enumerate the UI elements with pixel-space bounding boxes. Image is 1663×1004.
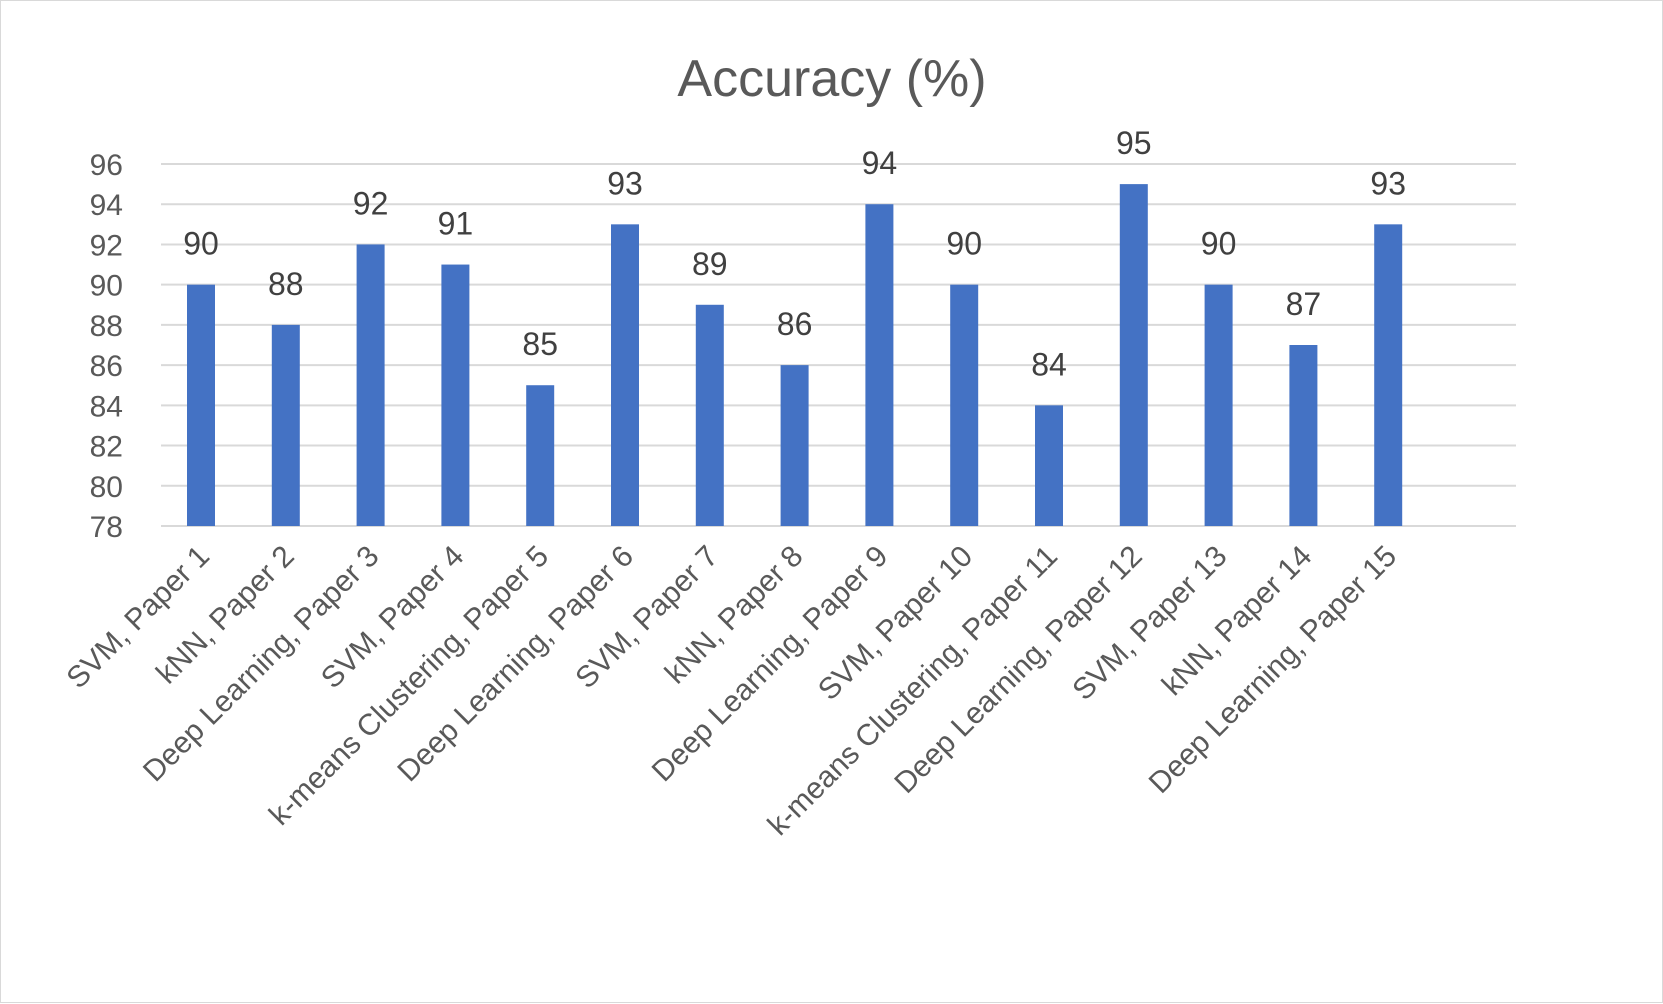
- bar: [526, 385, 555, 526]
- data-label: 90: [183, 226, 219, 262]
- data-label: 93: [1370, 165, 1406, 201]
- x-tick-label: SVM, Paper 10: [812, 540, 979, 707]
- data-label: 89: [692, 246, 728, 282]
- y-tick-label: 84: [90, 390, 123, 423]
- data-label: 87: [1286, 286, 1322, 322]
- chart-title: Accuracy (%): [677, 50, 986, 108]
- data-label: 95: [1116, 125, 1152, 161]
- bar: [780, 365, 809, 526]
- data-label: 90: [946, 226, 982, 262]
- data-label: 94: [862, 145, 898, 181]
- bar: [187, 284, 215, 526]
- x-tick-label: SVM, Paper 13: [1066, 540, 1233, 707]
- bar: [1035, 405, 1063, 526]
- y-tick-label: 90: [90, 270, 123, 303]
- gridlines: [161, 163, 1516, 527]
- bar: [611, 224, 639, 527]
- bar: [1289, 345, 1318, 526]
- bar: [695, 304, 724, 526]
- y-tick-label: 88: [90, 310, 123, 343]
- y-axis-ticks: 78 80 82 84 86 88 90 92 94 96: [90, 149, 123, 544]
- bar: [1119, 184, 1148, 526]
- data-label: 88: [268, 266, 304, 302]
- bars: [187, 184, 1403, 527]
- data-label: 85: [522, 326, 558, 362]
- bar: [441, 264, 470, 526]
- bar: [1374, 224, 1403, 527]
- data-label: 92: [353, 185, 389, 221]
- bar: [356, 244, 385, 526]
- data-label: 93: [607, 165, 643, 201]
- data-labels: 90 88 92 91 85 93 89 86 94 90 84 95 90 87 93: [183, 125, 1406, 382]
- bar: [1204, 284, 1233, 526]
- bar: [271, 324, 300, 526]
- data-label: 86: [777, 306, 813, 342]
- y-tick-label: 80: [90, 471, 123, 504]
- y-tick-label: 78: [90, 511, 123, 544]
- data-label: 91: [438, 206, 474, 242]
- y-tick-label: 86: [90, 350, 123, 383]
- bar: [865, 204, 894, 526]
- x-tick-label: SVM, Paper 1: [61, 540, 216, 695]
- y-tick-label: 96: [90, 149, 123, 182]
- y-tick-label: 92: [90, 229, 123, 262]
- y-tick-label: 82: [90, 431, 123, 464]
- bar: [950, 284, 979, 526]
- data-label: 90: [1201, 226, 1237, 262]
- y-tick-label: 94: [90, 189, 123, 222]
- x-tick-label: kNN, Paper 14: [1156, 540, 1318, 702]
- data-label: 84: [1031, 346, 1067, 382]
